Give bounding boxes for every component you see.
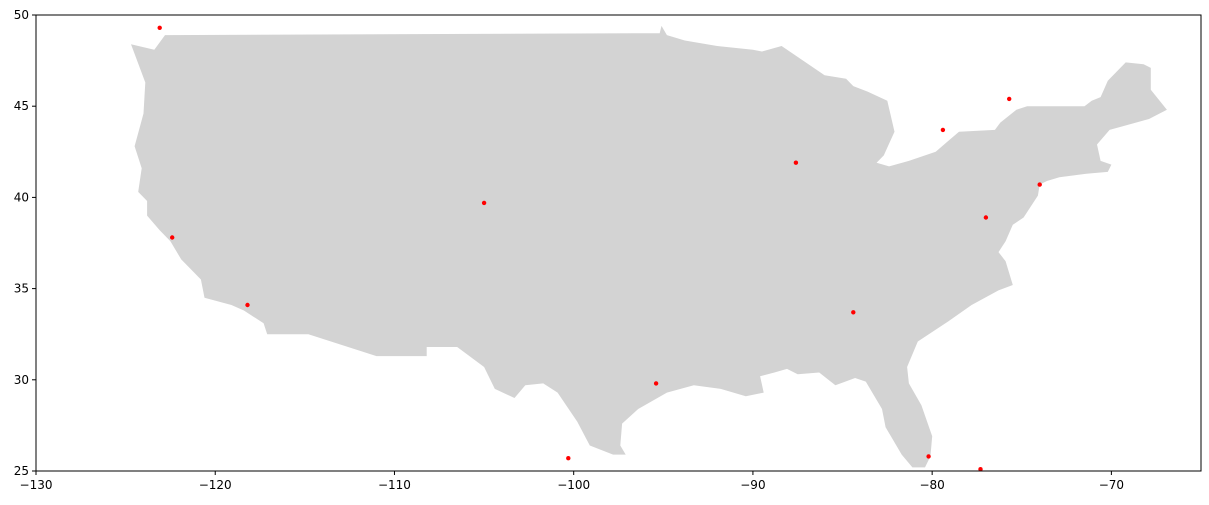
data-point xyxy=(940,127,946,133)
data-point xyxy=(170,235,175,240)
x-tick-label: −80 xyxy=(919,478,944,492)
x-tick-label: −130 xyxy=(20,478,53,492)
y-axis: 25 30 35 40 45 50 xyxy=(14,8,36,478)
data-point xyxy=(157,25,162,30)
y-tick-label: 35 xyxy=(14,282,29,296)
us-landmass xyxy=(131,25,1167,468)
y-tick-label: 30 xyxy=(14,373,29,387)
y-tick-label: 40 xyxy=(14,190,29,204)
data-point xyxy=(566,456,571,461)
x-tick-label: −110 xyxy=(378,478,411,492)
x-axis: −130 −120 −110 −100 −90 −80 −70 xyxy=(20,471,1124,492)
x-tick-label: −100 xyxy=(557,478,590,492)
data-point xyxy=(481,200,487,206)
data-point xyxy=(851,310,856,315)
data-point xyxy=(926,454,931,459)
data-point xyxy=(978,467,983,472)
data-point xyxy=(1007,96,1012,102)
x-tick-label: −70 xyxy=(1099,478,1124,492)
y-tick-label: 45 xyxy=(14,99,29,113)
data-point xyxy=(1037,182,1042,187)
data-point xyxy=(983,215,989,220)
data-point xyxy=(793,160,799,165)
y-tick-label: 25 xyxy=(14,464,29,478)
data-point xyxy=(245,302,250,308)
data-point xyxy=(653,381,659,386)
y-tick-label: 50 xyxy=(14,8,29,22)
x-tick-label: −90 xyxy=(740,478,765,492)
x-tick-label: −120 xyxy=(199,478,232,492)
plot-frame xyxy=(35,14,1202,472)
points-layer xyxy=(157,25,1042,472)
land-layer xyxy=(131,25,1167,468)
